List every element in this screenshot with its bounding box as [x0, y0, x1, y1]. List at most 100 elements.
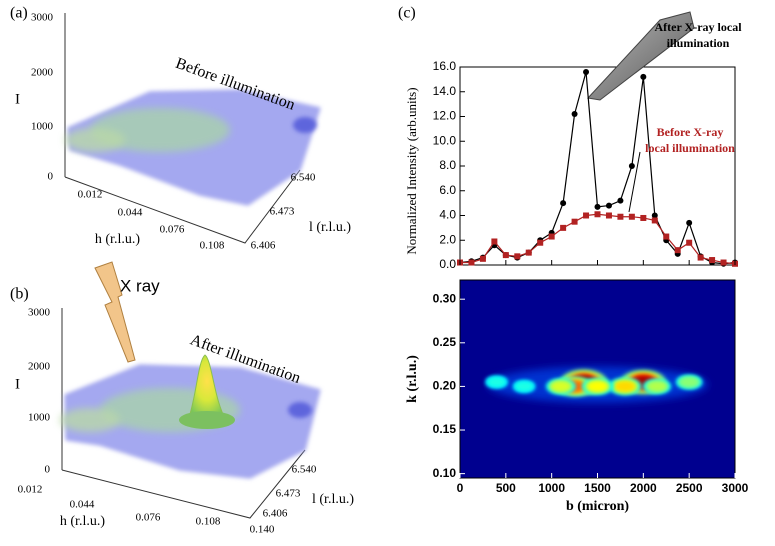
peak	[187, 354, 227, 421]
marker	[525, 249, 532, 256]
surface-patch	[60, 408, 120, 432]
l-tick-label: 6.473	[276, 488, 301, 500]
pointer	[587, 11, 695, 101]
marker	[686, 219, 693, 226]
annotation: local illumination	[645, 141, 735, 155]
z-tick-label: 1000	[31, 121, 54, 133]
marker	[640, 214, 647, 221]
z-tick-label: 0	[45, 464, 51, 476]
marker	[617, 197, 624, 204]
heat-spot	[513, 380, 536, 393]
annotation: illumination	[667, 36, 730, 50]
y-tick-label: 6.0	[439, 183, 456, 197]
x-tick-label: 500	[496, 481, 516, 495]
surface-patch	[293, 117, 317, 133]
marker	[502, 252, 509, 259]
y-tick-label: 0.20	[433, 379, 457, 393]
l-axis-label: l (r.l.u.)	[309, 220, 351, 235]
marker	[479, 255, 486, 262]
marker	[617, 213, 624, 220]
heat-level	[615, 381, 635, 392]
marker	[491, 238, 498, 245]
surface-panel: (a) 3000 2000 1000 0 I 0.012 0.044 0.076 0.108 h (…	[10, 5, 351, 252]
z-tick-label: 1000	[28, 412, 51, 424]
marker	[674, 247, 681, 254]
h-tick-label: 0.044	[70, 499, 95, 511]
marker	[628, 163, 635, 169]
marker	[697, 254, 704, 261]
y-axis-label: k (r.l.u.)	[405, 355, 420, 403]
l-tick-label: 6.473	[270, 206, 295, 218]
annotation: Before X-ray	[657, 125, 724, 139]
series-line	[460, 213, 736, 265]
h-tick-label: 0.108	[200, 240, 225, 252]
callout: X ray	[120, 276, 160, 295]
z-tick-label: 3000	[31, 12, 54, 24]
z-tick-label: 2000	[31, 67, 54, 79]
y-tick-label: 10.0	[433, 133, 457, 147]
heat-spot	[675, 375, 703, 390]
y-tick-label: 16.0	[433, 59, 457, 73]
x-tick-label: 2500	[676, 481, 703, 495]
marker	[651, 212, 658, 219]
y-tick-label: 2.0	[439, 232, 456, 246]
h-tick-label: 0.108	[196, 516, 221, 528]
heatmap-layer	[485, 366, 708, 403]
marker	[583, 68, 590, 75]
heat-level	[679, 377, 699, 387]
y-tick-label: 0.0	[439, 257, 456, 271]
h-tick-label: 0.044	[118, 207, 143, 219]
x-tick-label: 1000	[538, 481, 565, 495]
heat-level	[515, 382, 533, 391]
z-axis-label: I	[15, 376, 20, 392]
marker	[560, 200, 567, 207]
floor-axes	[64, 169, 301, 244]
panel-label: (b)	[10, 286, 29, 303]
z-tick-label: 0	[48, 171, 54, 183]
marker	[686, 239, 693, 246]
panel-label: (a)	[10, 5, 28, 22]
y-tick-label: 14.0	[433, 84, 457, 98]
annotation: After X-ray local	[654, 20, 742, 34]
x-tick-label: 2000	[630, 481, 657, 495]
heat-level	[551, 381, 571, 392]
panel-label: (c)	[398, 5, 416, 22]
marker	[468, 259, 475, 266]
heat-level	[647, 381, 667, 392]
x-tick-label: 1500	[584, 481, 611, 495]
heat-level	[587, 381, 608, 392]
heat-spot	[545, 378, 576, 395]
y-tick-label: 0.15	[433, 422, 457, 436]
y-tick-label: 0.10	[433, 466, 457, 480]
y-tick-label: 12.0	[433, 109, 457, 123]
h-axis-label: h (r.l.u.)	[60, 514, 105, 529]
h-tick-label: 0.076	[160, 224, 185, 236]
marker	[571, 218, 578, 225]
z-tick-label: 3000	[28, 307, 51, 319]
z-tick-label: 2000	[28, 361, 51, 373]
h-tick-label: 0.012	[18, 484, 43, 496]
z-axis-label: I	[15, 91, 20, 107]
marker	[560, 224, 567, 231]
floor-axes	[61, 449, 306, 519]
heat-level	[487, 377, 506, 387]
marker	[548, 233, 555, 240]
marker	[663, 233, 670, 240]
marker	[571, 111, 578, 118]
y-tick-label: 0.25	[433, 335, 457, 349]
x-tick-label: 3000	[722, 481, 749, 495]
l-tick-label: 6.540	[291, 172, 316, 184]
surface-patch	[65, 128, 125, 152]
surface-panel: (b) 3000 2000 1000 0 I 0.012 0.044 0.076 0.108 0.1…	[10, 261, 354, 536]
marker	[640, 73, 647, 80]
y-tick-label: 4.0	[439, 208, 456, 222]
annotation-arrow	[628, 151, 641, 213]
x-axis-label: b (micron)	[566, 499, 629, 514]
marker	[628, 213, 635, 220]
marker	[651, 217, 658, 224]
x-tick-label: 0	[457, 481, 464, 495]
h-tick-label: 0.012	[78, 189, 103, 201]
marker	[594, 203, 601, 210]
heat-spot	[581, 378, 614, 395]
marker	[709, 257, 716, 264]
